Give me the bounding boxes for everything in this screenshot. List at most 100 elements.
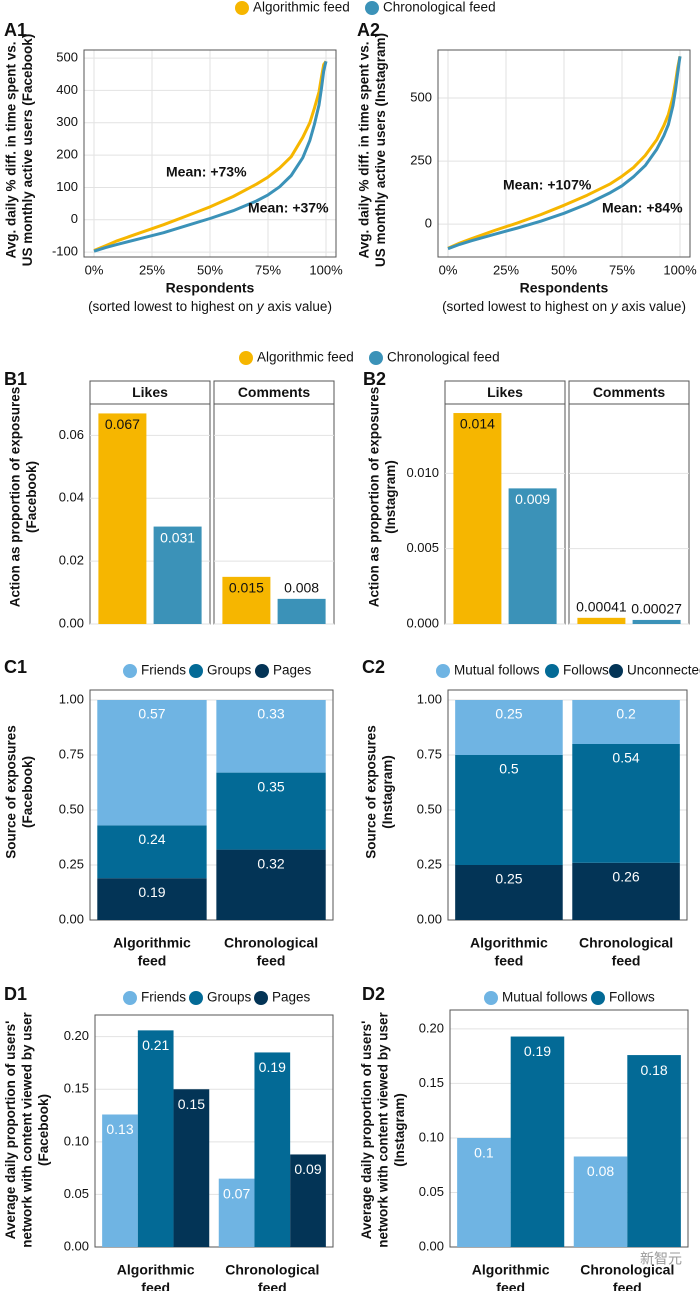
c2-ytick: 0.00	[417, 911, 442, 926]
c2-segment-label: 0.54	[612, 750, 639, 766]
c1-ytick: 0.25	[59, 856, 84, 871]
b1-ylabel: (Facebook)	[24, 461, 39, 533]
c2-segment-follows	[572, 744, 680, 863]
a2-line-chronological	[447, 56, 682, 251]
d2-xlabel: feed	[496, 1280, 525, 1291]
a1-ytick: 500	[56, 50, 78, 65]
a1-xsublabel: (sorted lowest to highest on y axis valu…	[88, 299, 332, 314]
d1-ylabel: (Facebook)	[36, 1094, 51, 1166]
c1-segment-label: 0.24	[138, 831, 165, 847]
a1-xsublabel-part: axis value)	[264, 299, 332, 314]
d2-xlabel: Algorithmic	[472, 1262, 550, 1278]
c1-segment-friends	[97, 700, 207, 826]
b1-bar-comments-chronological	[277, 598, 326, 624]
c1-segment-pages	[97, 878, 207, 920]
a1-xtick: 50%	[197, 262, 223, 277]
panel-label-b2: B2	[363, 369, 386, 389]
c2-legend-unconnected-swatch	[609, 664, 623, 678]
a2-mean-annotation: Mean: +107%	[503, 177, 592, 193]
panel-label-d1: D1	[4, 984, 27, 1004]
c1-segment-label: 0.19	[138, 884, 165, 900]
c1-xlabel: feed	[138, 953, 167, 969]
legend-b-chronological-label: Chronological feed	[387, 350, 500, 365]
a1-xtick: 100%	[309, 262, 343, 277]
d1-frame	[94, 1014, 334, 1248]
a1-ytick: 300	[56, 114, 78, 129]
c2-segment-mutual-follows	[572, 700, 680, 744]
b2-ytick: 0.005	[406, 540, 439, 555]
b2-bar-label: 0.00041	[576, 599, 627, 615]
a1-ylabel: US monthly active users (Facebook)	[20, 34, 35, 267]
b2-bar-likes-algorithmic	[453, 413, 502, 624]
legend-b-algorithmic-label: Algorithmic feed	[257, 350, 354, 365]
c1-legend-groups-swatch	[189, 664, 203, 678]
legend-a-chronological-label: Chronological feed	[383, 0, 496, 15]
d2-legend-mutual-follows-label: Mutual follows	[502, 990, 588, 1005]
a1-ylabel-group: Avg. daily % diff. in time spent vs. US m…	[3, 34, 35, 267]
d2-bar-follows	[627, 1055, 681, 1247]
a2-xsublabel-part: (sorted lowest to highest on	[442, 299, 611, 314]
b1-ylabel: Action as proportion of exposures	[7, 387, 22, 608]
d1-ytick: 0.15	[64, 1081, 89, 1096]
d1-xlabel: Algorithmic	[117, 1262, 195, 1278]
d2-bar-follows	[510, 1036, 565, 1247]
c2-segment-label: 0.25	[495, 706, 522, 722]
b2-ytick: 0.010	[406, 465, 439, 480]
b2-facet-title: Comments	[593, 384, 666, 400]
a1-ytick: 100	[56, 179, 78, 194]
d1-legend-pages-swatch	[254, 991, 268, 1005]
legend-a-algorithmic-label: Algorithmic feed	[253, 0, 350, 15]
a1-xtick: 0%	[85, 262, 104, 277]
c2-ylabel-group: Source of exposures (Instagram)	[363, 725, 395, 859]
c2-legend-follows-label: Follows	[563, 663, 609, 678]
d1-bar-groups	[254, 1052, 291, 1247]
b2-ylabel-group: Action as proportion of exposures (Instag…	[366, 387, 398, 608]
c1-segment-label: 0.33	[257, 706, 284, 722]
b1-facet-title: Comments	[238, 384, 311, 400]
d2-ytick: 0.10	[419, 1129, 444, 1144]
d1-xlabel: Chronological	[225, 1262, 319, 1278]
a2-ytick: 250	[410, 153, 432, 168]
a2-xtick: 100%	[663, 262, 697, 277]
c1-ytick: 0.50	[59, 801, 84, 816]
d2-ytick: 0.05	[419, 1184, 444, 1199]
c1-segment-friends	[216, 700, 326, 773]
d1-legend-friends-label: Friends	[141, 990, 186, 1005]
c1-legend-pages-swatch	[255, 664, 269, 678]
b2-bar-comments-chronological	[632, 619, 681, 624]
a2-xlabel: Respondents	[520, 280, 609, 296]
b2-facet-title: Likes	[487, 384, 523, 400]
d1-bar-groups	[137, 1030, 174, 1247]
d1-bar-friends	[218, 1178, 255, 1247]
c2-ytick: 1.00	[417, 691, 442, 706]
b2-bar-label: 0.014	[460, 416, 495, 432]
c2-segment-label: 0.25	[495, 871, 522, 887]
c2-frame	[447, 689, 688, 921]
c2-ylabel: Source of exposures	[363, 725, 378, 859]
b1-bar-likes-chronological	[153, 526, 202, 624]
panel-label-a2: A2	[357, 20, 380, 40]
c2-ytick: 0.50	[417, 801, 442, 816]
d1-legend-pages-label: Pages	[272, 990, 311, 1005]
d1-ytick: 0.05	[64, 1186, 89, 1201]
d1-legend-groups-label: Groups	[207, 990, 252, 1005]
a2-ylabel: Avg. daily % diff. in time spent vs.	[356, 41, 371, 258]
c1-xlabel: Algorithmic	[113, 935, 191, 951]
a2-frame	[437, 49, 691, 258]
a2-xsublabel-part: axis value)	[618, 299, 686, 314]
d2-legend-mutual-follows-swatch	[484, 991, 498, 1005]
c1-segment-label: 0.57	[138, 706, 165, 722]
c2-segment-follows	[455, 755, 563, 865]
b1-bar-likes-algorithmic	[98, 413, 147, 624]
d1-ytick: 0.20	[64, 1028, 89, 1043]
a2-xsublabel-part: y	[610, 299, 619, 314]
c1-xlabel: Chronological	[224, 935, 318, 951]
legend-a-chronological-swatch	[365, 1, 379, 15]
d1-bar-pages	[173, 1089, 210, 1247]
c2-ytick: 0.25	[417, 856, 442, 871]
c1-segment-groups	[216, 772, 326, 850]
c2-legend-follows-swatch	[545, 664, 559, 678]
a1-xlabel: Respondents	[166, 280, 255, 296]
b2-bar-label: 0.009	[515, 491, 550, 507]
